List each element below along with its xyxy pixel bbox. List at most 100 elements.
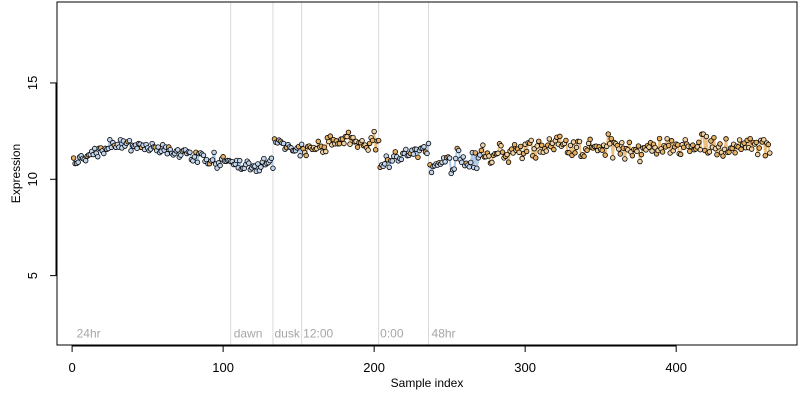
data-point [187,149,193,155]
data-point [261,155,267,162]
data-point [75,159,81,165]
data-point [551,146,557,153]
data-point [175,147,181,153]
data-point [382,161,388,167]
data-point [345,129,352,136]
data-point [478,147,485,154]
data-point [706,149,713,155]
data-point [386,164,392,171]
data-point [365,147,371,153]
data-point [246,160,252,166]
data-point [451,166,457,172]
data-point [697,147,704,153]
data-point [446,155,453,161]
data-point [638,151,645,158]
data-point [428,169,435,176]
x-axis-title: Sample index [391,376,464,390]
data-point [392,149,398,155]
phase-annotation: 24hr [77,326,101,340]
data-point [415,154,421,161]
data-point [572,150,578,156]
data-point [696,139,702,145]
data-point [748,146,755,152]
data-point [128,148,134,154]
y-axis: 5 10 15 [25,76,57,279]
data-point [389,158,395,164]
phase-annotation: dusk [274,326,300,340]
data-point [649,148,655,154]
data-point [217,162,223,169]
data-point [200,152,207,158]
y-tick-label: 10 [25,172,40,186]
phase-annotation: dawn [234,326,263,340]
data-point [410,151,417,157]
data-point [720,153,726,159]
data-point [616,146,622,152]
data-point [646,144,652,150]
data-point [659,149,666,155]
phase-annotations: 24hr dawn dusk 12:00 0:00 48hr [77,326,456,340]
data-point [466,164,472,170]
data-point [82,157,89,164]
data-point [665,142,672,149]
data-point [753,139,759,146]
data-point [533,155,539,161]
data-point [717,141,723,147]
data-point [354,144,361,150]
data-point [755,151,761,158]
data-point [534,143,540,149]
data-point [761,137,767,143]
data-point [563,137,569,144]
data-point [323,148,329,155]
data-point [220,154,226,160]
data-point [211,149,217,156]
data-point [626,139,633,146]
data-point [602,152,608,158]
data-point [326,138,332,145]
data-point [258,164,264,170]
data-point [456,147,462,154]
data-point [767,150,773,156]
data-point [738,146,744,153]
data-point [126,137,133,144]
data-point [371,128,377,135]
data-point [474,165,480,172]
data-point [341,140,347,147]
data-point [452,155,459,162]
data-point [191,154,198,160]
data-point [711,134,717,141]
data-point [536,138,542,145]
data-point [674,142,681,148]
data-point [468,159,474,166]
data-point [403,146,409,153]
data-point [637,158,643,165]
data-point [629,152,636,159]
x-tick-label: 0 [68,360,75,375]
data-point [134,145,140,152]
x-tick-label: 100 [212,360,234,375]
data-points [70,128,773,177]
data-point [539,142,545,149]
data-point [425,140,432,147]
phase-annotation: 12:00 [303,326,333,340]
x-axis: 0 100 200 300 400 [68,345,687,375]
data-point [297,153,303,159]
data-point [687,148,693,155]
data-point [584,147,590,153]
x-tick-label: 400 [665,360,687,375]
data-point [375,137,382,144]
data-point [610,155,616,161]
data-point [155,144,161,150]
data-point [237,157,243,164]
data-point [664,136,670,142]
y-tick-label: 15 [25,76,40,90]
data-point [581,153,587,159]
data-point [495,150,501,156]
data-point [372,147,379,153]
x-tick-label: 300 [514,360,536,375]
vertical-reference-lines [230,2,430,345]
data-point [617,151,624,157]
data-point [656,135,663,142]
data-point [599,147,605,153]
data-point [504,151,510,158]
